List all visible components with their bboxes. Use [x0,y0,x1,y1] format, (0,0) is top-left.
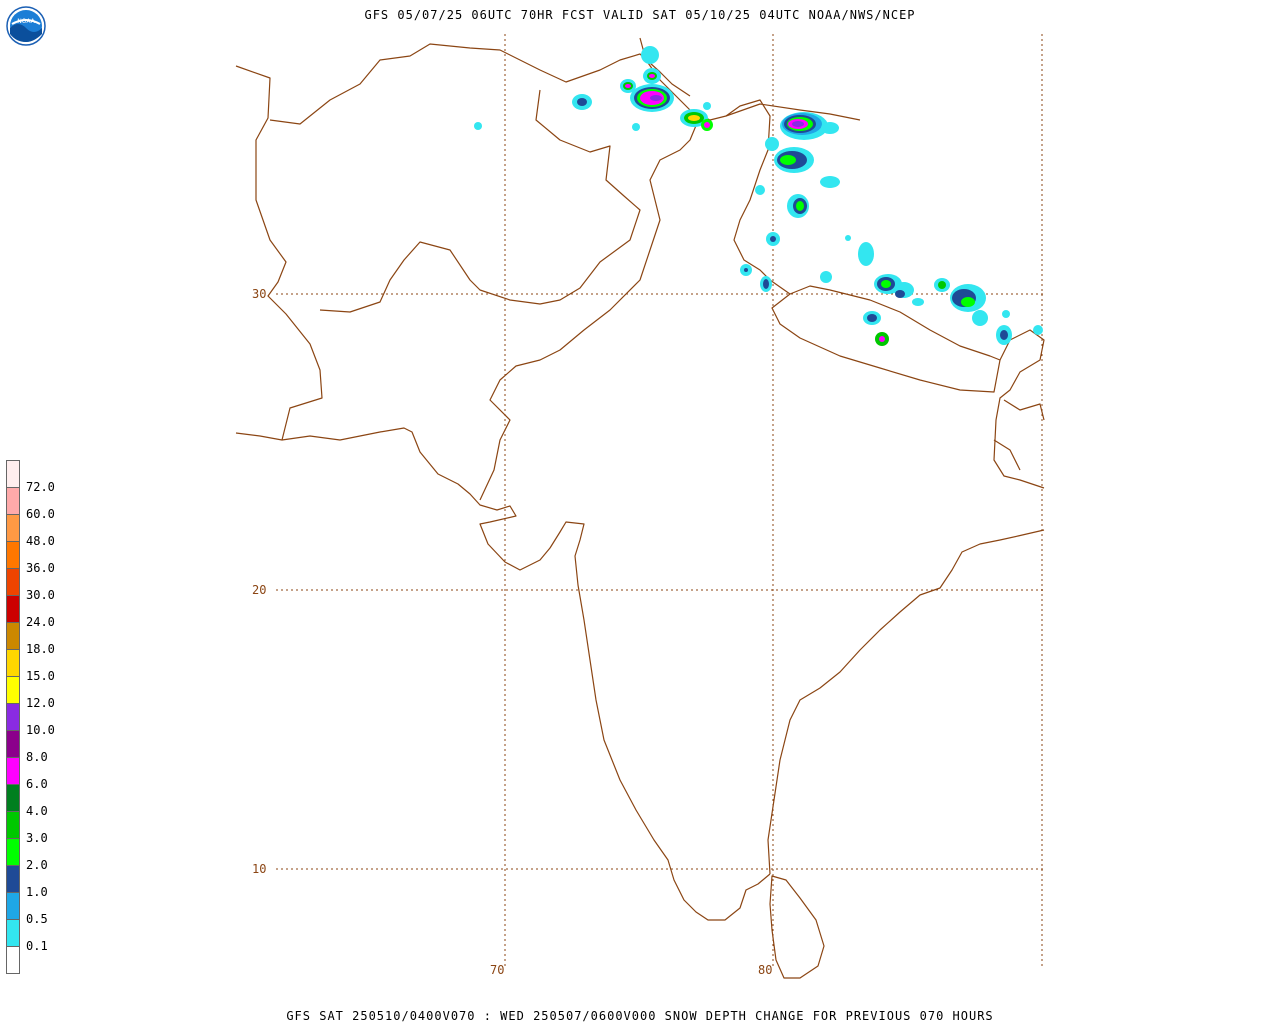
legend-label: 3.0 [26,831,48,845]
coastline-west [235,427,771,921]
legend-swatch [6,596,20,623]
legend-swatch [6,460,20,488]
snow-cell [650,95,662,101]
coastline-east [767,529,1045,875]
legend-swatch [6,650,20,677]
legend-swatch [6,731,20,758]
legend-label: 36.0 [26,561,55,575]
snow-cell [895,290,905,298]
lat-label-10: 10 [252,862,266,876]
noaa-logo: NOAA [6,6,46,46]
legend-swatch [6,785,20,812]
snow-cell [867,314,877,322]
legend-swatch [6,839,20,866]
border-afghanistan-pakistan [319,89,641,313]
snow-cell [858,242,874,266]
snow-cell [792,121,804,127]
snow-cell [938,281,946,289]
snow-cell [688,115,700,121]
map-title: GFS 05/07/25 06UTC 70HR FCST VALID SAT 0… [364,8,916,22]
boundaries [235,37,1045,979]
snow-cell [912,298,924,306]
snow-cell [632,123,640,131]
snow-cell [1000,330,1008,340]
snow-depth-field [474,46,1043,346]
lat-label-30: 30 [252,287,266,301]
border-nepal [771,285,1001,393]
legend-swatch [6,758,20,785]
snow-cell [744,268,748,272]
legend-swatch [6,866,20,893]
legend-label: 24.0 [26,615,55,629]
legend-label: 6.0 [26,777,48,791]
legend-swatch [6,515,20,542]
border-bangladesh [993,399,1045,471]
legend-swatch [6,704,20,731]
legend-swatch [6,488,20,515]
lon-label-80: 80 [758,963,772,977]
snow-cell [474,122,482,130]
snow-cell [770,236,776,242]
snow-cell [1002,310,1010,318]
legend-label: 72.0 [26,480,55,494]
snow-cell [641,46,659,64]
border-china [725,103,861,121]
sri-lanka [769,875,825,979]
legend-label: 0.5 [26,912,48,926]
graticule [276,34,1044,966]
legend-label: 60.0 [26,507,55,521]
snow-cell [961,297,975,307]
snow-cell [1033,325,1043,335]
legend-label: 15.0 [26,669,55,683]
legend-label: 4.0 [26,804,48,818]
legend-label: 30.0 [26,588,55,602]
legend-swatch [6,542,20,569]
legend-label: 0.1 [26,939,48,953]
snow-cell [845,235,851,241]
legend-label: 18.0 [26,642,55,656]
snow-cell [820,176,840,188]
legend-swatch [6,623,20,650]
lon-label-70: 70 [490,963,504,977]
border-west [235,65,323,441]
snow-cell [763,279,769,289]
legend-swatch [6,920,20,947]
snow-cell [703,102,711,110]
snow-cell [765,137,779,151]
svg-text:NOAA: NOAA [17,18,35,25]
legend-label: 8.0 [26,750,48,764]
snow-cell [649,74,655,78]
axis-labels: 30 20 10 70 80 [252,287,772,977]
legend-swatch [6,569,20,596]
snow-cell [755,185,765,195]
snow-cell [820,271,832,283]
border-pakistan-india [479,115,701,501]
legend-swatch [6,947,20,974]
snow-cell [821,122,839,134]
map-footer: GFS SAT 250510/0400V070 : WED 250507/060… [286,1009,994,1023]
legend-label: 48.0 [26,534,55,548]
border-kashmir [639,37,791,295]
border-northeast [993,329,1045,489]
color-legend: 72.0 60.0 48.0 36.0 30.0 24.0 18.0 15.0 12.0 10.0… [6,460,55,974]
legend-label: 1.0 [26,885,48,899]
snow-cell [625,84,631,88]
lat-label-20: 20 [252,583,266,597]
snow-cell [704,122,710,128]
snow-cell [780,155,796,165]
snow-cell [881,280,891,288]
snow-cell [972,310,988,326]
snow-cell [879,336,885,342]
snow-cell [577,98,587,106]
legend-label: 2.0 [26,858,48,872]
legend-label: 10.0 [26,723,55,737]
legend-label: 12.0 [26,696,55,710]
legend-swatch [6,677,20,704]
legend-swatch [6,812,20,839]
legend-swatch [6,893,20,920]
snow-cell [796,201,804,211]
